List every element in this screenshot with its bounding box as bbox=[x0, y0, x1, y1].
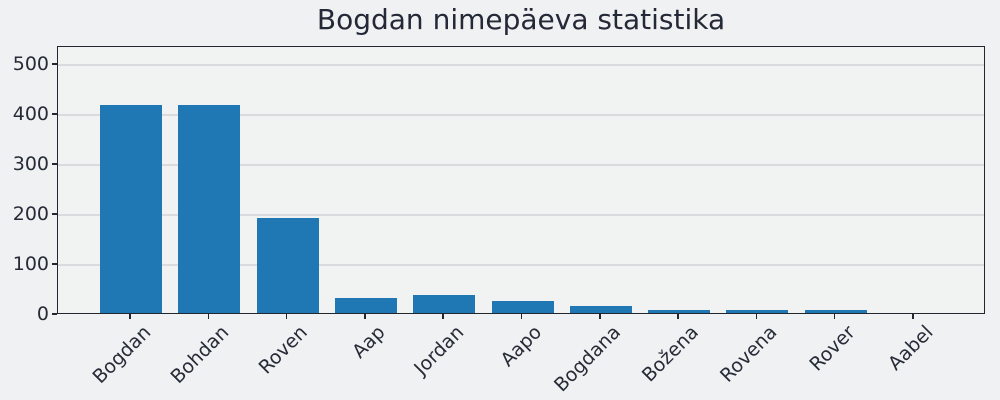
x-tick-label: Aabel bbox=[884, 321, 938, 375]
x-tick-mark bbox=[129, 314, 131, 319]
gridline-y-400 bbox=[58, 114, 984, 116]
y-tick-mark bbox=[52, 113, 57, 115]
y-tick-mark bbox=[52, 163, 57, 165]
bar-rover bbox=[804, 310, 867, 313]
y-tick-label: 200 bbox=[12, 203, 49, 225]
bar-aap bbox=[334, 297, 397, 313]
x-tick-mark bbox=[755, 314, 758, 319]
bar-božena bbox=[648, 309, 711, 313]
x-tick-label: Božena bbox=[637, 321, 703, 387]
bar-bogdana bbox=[569, 305, 632, 313]
x-tick-mark bbox=[677, 314, 679, 319]
y-tick-label: 500 bbox=[12, 53, 49, 75]
gridline-y-300 bbox=[58, 164, 984, 166]
bar-jordan bbox=[413, 295, 476, 313]
x-tick-label: Jordan bbox=[409, 321, 469, 380]
y-tick-mark bbox=[52, 313, 57, 315]
x-tick-mark bbox=[207, 314, 210, 319]
bar-bogdan bbox=[100, 104, 162, 313]
x-tick-label: Aap bbox=[348, 321, 390, 363]
gridline-y-200 bbox=[58, 214, 984, 216]
y-tick-label: 100 bbox=[12, 253, 49, 275]
x-tick-label: Roven bbox=[254, 321, 312, 379]
gridline-y-100 bbox=[58, 264, 984, 266]
x-tick-mark bbox=[364, 314, 366, 319]
x-tick-label: Rover bbox=[805, 321, 860, 376]
x-tick-mark bbox=[442, 314, 444, 319]
x-tick-mark bbox=[912, 314, 914, 319]
x-tick-mark bbox=[599, 314, 601, 319]
y-tick-mark bbox=[52, 213, 57, 215]
x-tick-mark bbox=[833, 314, 836, 319]
chart-title: Bogdan nimepäeva statistika bbox=[316, 3, 726, 36]
x-tick-label: Bogdan bbox=[88, 321, 155, 389]
x-tick-label: Rovena bbox=[715, 321, 782, 387]
bar-aapo bbox=[491, 301, 554, 313]
x-tick-mark bbox=[520, 314, 523, 319]
x-tick-label: Bogdana bbox=[549, 321, 625, 397]
plot-area bbox=[57, 46, 985, 314]
y-tick-label: 400 bbox=[12, 103, 49, 125]
bar-bohdan bbox=[178, 104, 241, 313]
x-tick-label: Bohdan bbox=[166, 321, 234, 389]
bar-roven bbox=[256, 217, 319, 313]
gridline-y-500 bbox=[58, 64, 984, 66]
x-tick-label: Aapo bbox=[496, 321, 547, 372]
y-tick-label: 300 bbox=[12, 153, 49, 175]
y-tick-mark bbox=[52, 63, 57, 65]
y-tick-label: 0 bbox=[36, 303, 49, 325]
y-tick-mark bbox=[52, 263, 57, 265]
x-tick-mark bbox=[285, 314, 288, 319]
bar-rovena bbox=[726, 310, 789, 313]
